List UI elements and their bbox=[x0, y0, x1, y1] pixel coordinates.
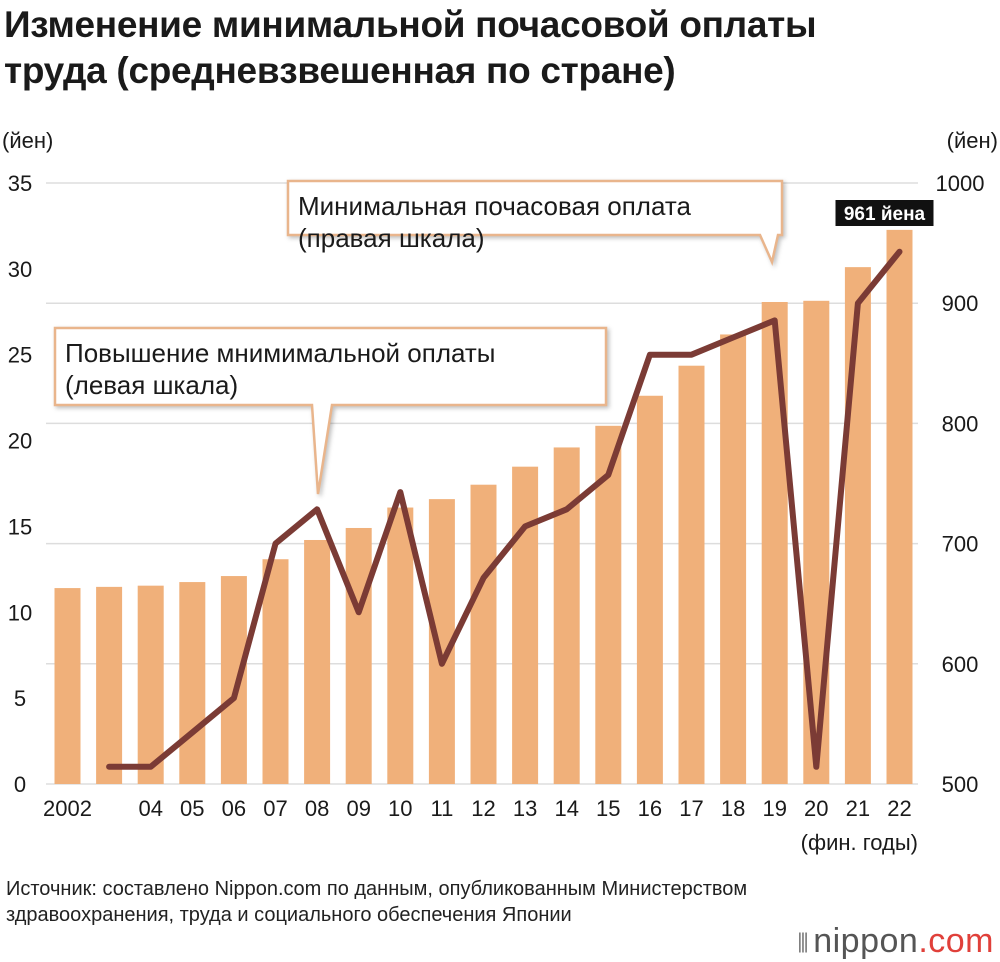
bar bbox=[512, 466, 539, 784]
line-callout-text: (левая шкала) bbox=[65, 370, 238, 400]
x-tick-label: 15 bbox=[596, 796, 620, 821]
bar bbox=[304, 539, 331, 784]
bar bbox=[345, 527, 372, 784]
line-callout-box bbox=[53, 326, 608, 495]
logo-bars-icon: ⦀ bbox=[797, 928, 810, 958]
nippon-logo: ⦀ nippon.com bbox=[797, 922, 994, 961]
x-tick-label: 05 bbox=[180, 796, 204, 821]
left-tick-label: 5 bbox=[14, 686, 26, 711]
bar bbox=[803, 300, 830, 784]
left-tick-label: 20 bbox=[8, 429, 32, 454]
left-tick-label: 25 bbox=[8, 343, 32, 368]
right-tick-label: 900 bbox=[942, 291, 979, 316]
chart-svg: (йен)05101520253035(йен)5006007008009001… bbox=[2, 128, 998, 855]
logo-suffix: .com bbox=[918, 922, 994, 960]
left-tick-label: 30 bbox=[8, 257, 32, 282]
left-tick-label: 15 bbox=[8, 514, 32, 539]
bar bbox=[886, 229, 913, 785]
bar bbox=[636, 395, 663, 784]
right-tick-label: 500 bbox=[942, 772, 979, 797]
x-tick-label: 22 bbox=[887, 796, 911, 821]
left-tick-label: 35 bbox=[8, 171, 32, 196]
x-tick-label: 13 bbox=[513, 796, 537, 821]
right-tick-label: 800 bbox=[942, 411, 979, 436]
bar bbox=[54, 588, 81, 784]
x-tick-label: 09 bbox=[346, 796, 370, 821]
bar bbox=[844, 267, 871, 784]
bar bbox=[262, 559, 289, 784]
increase-line bbox=[106, 248, 903, 770]
x-tick-label: 14 bbox=[554, 796, 578, 821]
bar-callout-box bbox=[286, 179, 784, 266]
bar bbox=[220, 576, 247, 784]
x-tick-label: 2002 bbox=[43, 796, 92, 821]
right-tick-label: 1000 bbox=[936, 171, 985, 196]
x-tick-label: 08 bbox=[305, 796, 329, 821]
bar bbox=[678, 365, 705, 784]
x-tick-label: 06 bbox=[222, 796, 246, 821]
chart-title: Изменение минимальной почасовой оплаты т… bbox=[4, 2, 994, 94]
left-tick-label: 0 bbox=[14, 772, 26, 797]
right-tick-label: 700 bbox=[942, 532, 979, 557]
x-tick-label: 20 bbox=[804, 796, 828, 821]
bar-callout-text: (правая шкала) bbox=[298, 223, 485, 253]
source-note: Источник: составлено Nippon.com по данны… bbox=[6, 878, 748, 926]
logo-text: nippon bbox=[813, 922, 919, 960]
x-tick-label: 12 bbox=[471, 796, 495, 821]
x-axis-label: (фин. годы) bbox=[801, 830, 918, 855]
x-tick-label: 07 bbox=[263, 796, 287, 821]
x-tick-label: 17 bbox=[679, 796, 703, 821]
right-axis-unit: (йен) bbox=[947, 128, 998, 153]
bar bbox=[761, 301, 788, 784]
x-tick-label: 19 bbox=[762, 796, 786, 821]
last-value-label: 961 йена bbox=[844, 204, 926, 225]
last-value-badge bbox=[835, 200, 934, 226]
bar bbox=[720, 334, 747, 784]
x-tick-label: 11 bbox=[430, 796, 453, 821]
x-tick-label: 18 bbox=[721, 796, 745, 821]
bar bbox=[470, 484, 497, 784]
bar bbox=[96, 586, 123, 784]
bar bbox=[179, 582, 206, 784]
title-line-2: труда (средневзвешенная по стране) bbox=[4, 50, 676, 91]
title-line-1: Изменение минимальной почасовой оплаты bbox=[4, 4, 817, 45]
left-axis-unit: (йен) bbox=[2, 128, 53, 153]
bar bbox=[137, 585, 164, 784]
left-tick-label: 10 bbox=[8, 600, 32, 625]
line-callout-text: Повышение мнимимальной оплаты bbox=[65, 338, 496, 368]
x-tick-label: 21 bbox=[846, 796, 870, 821]
x-tick-label: 16 bbox=[638, 796, 662, 821]
x-tick-label: 10 bbox=[388, 796, 412, 821]
x-tick-label: 04 bbox=[138, 796, 162, 821]
bar-callout-text: Минимальная почасовая оплата bbox=[298, 191, 691, 221]
bar bbox=[387, 507, 414, 784]
right-tick-label: 600 bbox=[942, 652, 979, 677]
